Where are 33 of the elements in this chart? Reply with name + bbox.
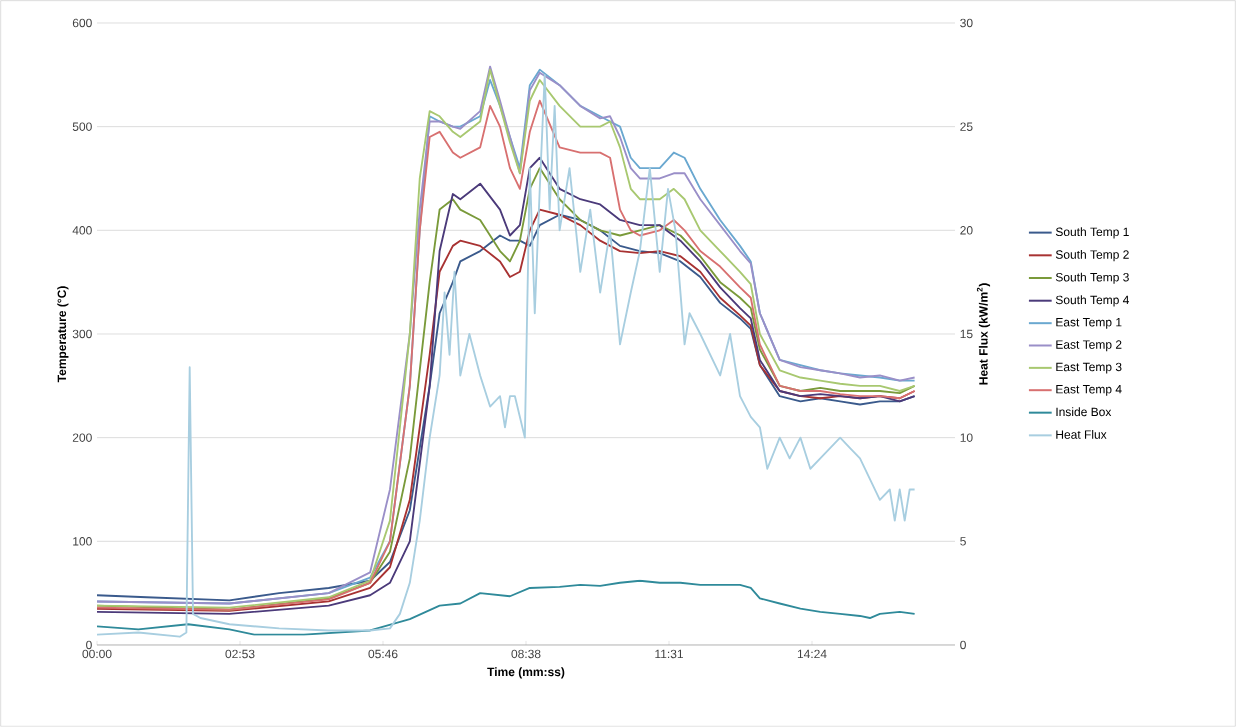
x-tick-label: 14:24 bbox=[797, 649, 827, 659]
legend-label: Heat Flux bbox=[1056, 430, 1107, 439]
legend-label: East Temp 3 bbox=[1056, 362, 1122, 374]
y2-axis-title: Heat Flux (kW/m$^{2}$) bbox=[976, 283, 991, 385]
legend-label: Inside Box bbox=[1056, 407, 1112, 417]
y-tick-label: 500 bbox=[72, 122, 92, 131]
legend-label: South Temp 4 bbox=[1055, 295, 1130, 307]
legend-label: East Temp 1 bbox=[1056, 318, 1122, 329]
legend-label: East Temp 4 bbox=[1056, 385, 1122, 396]
legend-label: South Temp 3 bbox=[1055, 272, 1129, 284]
y2-tick-label: 30 bbox=[960, 18, 973, 28]
legend-label: South Temp 1 bbox=[1055, 227, 1129, 239]
y2-tick-label: 25 bbox=[960, 122, 973, 131]
y2-tick-label: 0 bbox=[960, 640, 966, 650]
x-tick-label: 00:00 bbox=[82, 649, 112, 659]
x-tick-label: 05:46 bbox=[368, 649, 398, 659]
legend-label: South Temp 2 bbox=[1055, 249, 1129, 262]
y-tick-label: 100 bbox=[73, 537, 92, 546]
y2-tick-label: 10 bbox=[960, 433, 973, 442]
y-tick-label: 0 bbox=[86, 640, 92, 650]
y2-tick-label: 15 bbox=[960, 329, 973, 339]
y-tick-label: 400 bbox=[72, 226, 92, 235]
y-tick-label: 300 bbox=[72, 329, 92, 339]
y-tick-label: 200 bbox=[72, 433, 92, 442]
y2-tick-label: 5 bbox=[960, 537, 966, 546]
legend-label: East Temp 2 bbox=[1056, 340, 1122, 352]
x-axis-title: Time (mm:ss) bbox=[487, 667, 565, 679]
y-tick-label: 600 bbox=[72, 18, 92, 28]
y2-tick-label: 20 bbox=[960, 226, 973, 235]
y-axis-title: Temperature (°C) bbox=[57, 286, 69, 383]
x-tick-label: 02:53 bbox=[225, 649, 255, 659]
x-tick-label: 08:38 bbox=[511, 649, 541, 659]
x-tick-label: 11:31 bbox=[655, 649, 683, 659]
